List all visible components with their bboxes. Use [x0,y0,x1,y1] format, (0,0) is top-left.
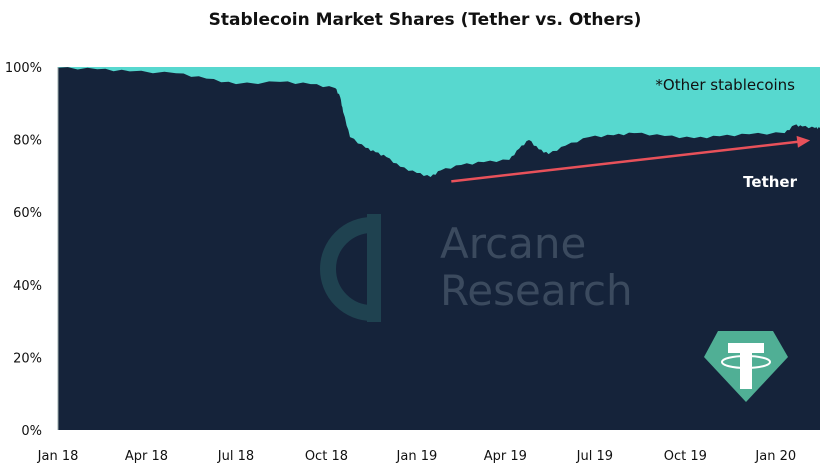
y-tick-label: 0% [21,424,42,439]
chart-title: Stablecoin Market Shares (Tether vs. Oth… [209,10,642,30]
x-tick-label: Apr 19 [484,449,527,464]
x-tick-label: Jan 19 [396,449,438,464]
watermark-line2: Research [440,266,633,315]
y-tick-label: 40% [13,279,42,294]
arcane-research-watermark: Arcane Research [320,214,633,322]
tether-area [58,67,820,430]
y-tick-label: 80% [13,134,42,149]
tether-label: Tether [743,173,797,191]
y-tick-label: 20% [13,351,42,366]
x-tick-label: Apr 18 [125,449,168,464]
x-tick-label: Jul 19 [576,449,613,464]
x-tick-label: Jan 20 [754,449,796,464]
other-stablecoins-label: *Other stablecoins [655,76,795,94]
x-tick-label: Jan 18 [37,449,79,464]
tether-logo [704,331,788,402]
trend-arrow-line [451,140,801,183]
watermark-line1: Arcane [440,219,586,268]
x-tick-label: Oct 18 [305,449,348,464]
y-tick-label: 60% [13,206,42,221]
trend-arrow-head [796,135,811,148]
x-tick-label: Jul 18 [217,449,254,464]
y-tick-label: 100% [5,61,42,76]
x-tick-label: Oct 19 [664,449,707,464]
